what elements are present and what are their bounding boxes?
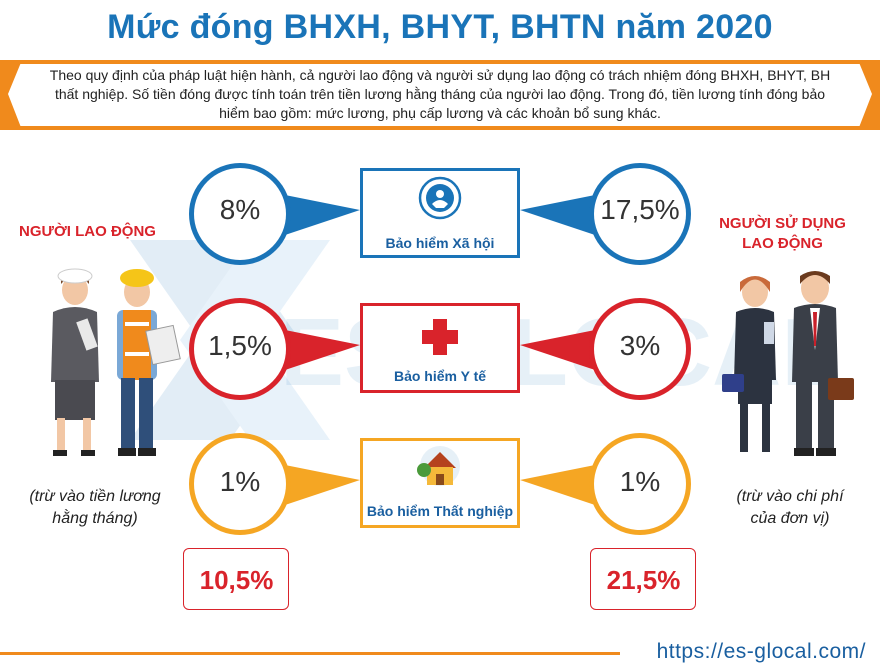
employer-rate-unemployment: 1% [619, 466, 661, 497]
employer-figures [722, 271, 854, 456]
employee-note-line1: (trừ vào tiền lương [29, 488, 161, 505]
house-icon [417, 446, 460, 486]
row-unemployment-insurance [189, 433, 691, 535]
employee-total-box [183, 548, 289, 610]
businesswoman-figure [722, 276, 776, 452]
page-title: Mức đóng BHXH, BHYT, BHTN năm 2020 [107, 8, 773, 46]
employer-title-line2: LAO ĐỘNG [742, 235, 823, 252]
label-health-insurance: Bảo hiểm Y tế [393, 368, 487, 384]
employer-note-line2: của đơn vị) [750, 510, 830, 527]
footer-stripe [0, 652, 620, 655]
employer-note-line1: (trừ vào chi phí [736, 488, 844, 505]
employer-total-box [590, 548, 696, 610]
employee-rate-health: 1,5% [208, 330, 272, 361]
row-health-insurance [189, 298, 691, 400]
employer-title-line1: NGƯỜI SỬ DỤNG [719, 215, 846, 232]
employee-title: NGƯỜI LAO ĐỘNG [19, 223, 156, 240]
label-social-insurance: Bảo hiểm Xã hội [385, 235, 495, 251]
employer-rate-health: 3% [619, 330, 661, 361]
employee-figures [51, 268, 181, 456]
red-cross-icon [422, 319, 458, 355]
employee-note-line2: hằng tháng) [52, 510, 138, 527]
label-unemployment-insurance: Bảo hiểm Thất nghiệp [366, 503, 514, 519]
intro-text: Theo quy định của pháp luật hiện hành, c… [49, 67, 831, 121]
website-link[interactable]: https://es-glocal.com/ [656, 640, 866, 663]
businessman-figure [792, 271, 854, 456]
employee-rate-unemployment: 1% [219, 466, 261, 497]
employer-rate-social: 17,5% [600, 194, 680, 225]
construction-worker-figure [117, 269, 181, 456]
woman-worker-figure [51, 268, 99, 456]
employer-total: 21,5% [606, 565, 681, 595]
intro-banner [0, 60, 880, 130]
employee-total: 10,5% [199, 565, 274, 595]
employee-rate-social: 8% [219, 194, 261, 225]
row-social-insurance [189, 163, 691, 265]
social-insurance-logo-icon [418, 176, 462, 220]
